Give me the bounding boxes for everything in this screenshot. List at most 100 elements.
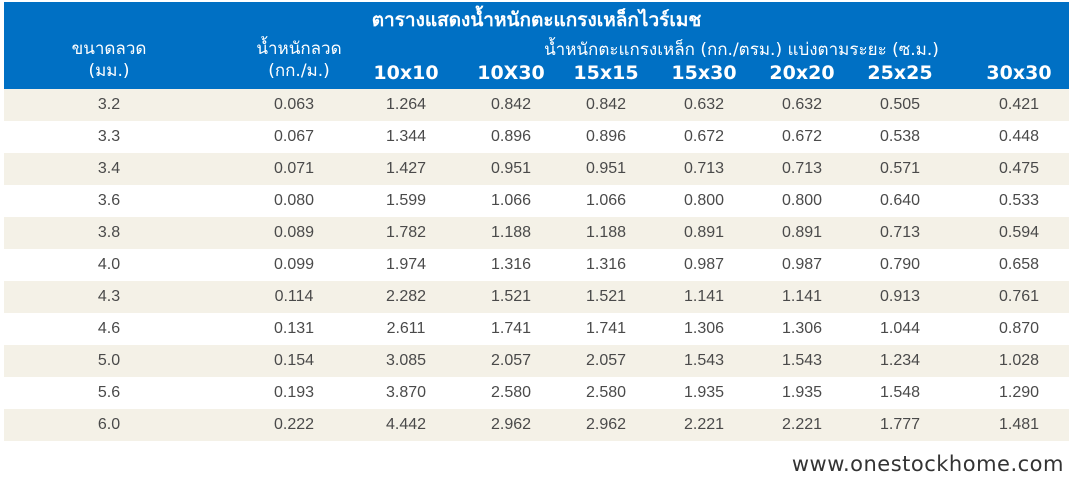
table-row: 4.6 0.131 2.611 1.741 1.741 1.306 1.306 1.044 0.…	[4, 313, 1069, 345]
table-row: 6.0 0.222 4.442 2.962 2.962 2.221 2.221 1.777 1.…	[4, 409, 1069, 441]
cell-mesh-weight: 0.842	[490, 96, 532, 113]
table-row: 3.2 0.063 1.264 0.842 0.842 0.632 0.632 0.505 0.…	[4, 89, 1069, 121]
table-row: 5.0 0.154 3.085 2.057 2.057 1.543 1.543 1.234 1.…	[4, 345, 1069, 377]
table-row: 5.6 0.193 3.870 2.580 2.580 1.935 1.935 1.548 1.…	[4, 377, 1069, 409]
cell-mesh-weight: 1.306	[781, 320, 823, 337]
cell-mesh-weight: 3.085	[385, 352, 427, 369]
cell-wire-weight: 0.114	[274, 288, 314, 305]
cell-mesh-weight: 1.234	[879, 352, 921, 369]
cell-mesh-weight: 0.658	[998, 256, 1040, 273]
cell-mesh-weight: 2.282	[385, 288, 427, 305]
cell-mesh-weight: 1.188	[585, 224, 627, 241]
cell-mesh-weight: 1.344	[385, 128, 427, 145]
table-row: 4.0 0.099 1.974 1.316 1.316 0.987 0.987 0.790 0.…	[4, 249, 1069, 281]
cell-mesh-weight: 1.264	[385, 96, 427, 113]
cell-mesh-weight: 1.028	[998, 352, 1040, 369]
cell-mesh-weight: 0.632	[781, 96, 823, 113]
header-wire-weight: น้ำหนักลวด (กก./ม.)	[219, 38, 379, 82]
cell-wire-size: 5.0	[97, 352, 121, 369]
cell-mesh-weight: 0.913	[879, 288, 921, 305]
cell-mesh-weight: 1.290	[998, 384, 1040, 401]
header-spacing: 15x15	[573, 62, 639, 84]
table-header: ตารางแสดงน้ำหนักตะแกรงเหล็กไวร์เมช ขนาดล…	[4, 2, 1069, 89]
cell-mesh-weight: 2.057	[585, 352, 627, 369]
cell-mesh-weight: 1.066	[585, 192, 627, 209]
cell-mesh-weight: 0.800	[683, 192, 725, 209]
cell-mesh-weight: 1.141	[781, 288, 823, 305]
cell-mesh-weight: 0.951	[585, 160, 627, 177]
header-spacing: 25x25	[867, 62, 933, 84]
cell-mesh-weight: 1.427	[385, 160, 427, 177]
cell-mesh-weight: 1.543	[683, 352, 725, 369]
cell-mesh-weight: 0.672	[683, 128, 725, 145]
cell-mesh-weight: 0.448	[998, 128, 1040, 145]
cell-mesh-weight: 1.741	[585, 320, 627, 337]
table-row: 3.6 0.080 1.599 1.066 1.066 0.800 0.800 0.640 0.…	[4, 185, 1069, 217]
cell-mesh-weight: 1.935	[683, 384, 725, 401]
cell-mesh-weight: 0.761	[998, 288, 1040, 305]
cell-mesh-weight: 0.891	[781, 224, 823, 241]
cell-mesh-weight: 1.306	[683, 320, 725, 337]
cell-mesh-weight: 1.741	[490, 320, 532, 337]
cell-mesh-weight: 0.505	[879, 96, 921, 113]
cell-mesh-weight: 0.842	[585, 96, 627, 113]
header-wire-weight-unit: (กก./ม.)	[268, 61, 330, 81]
table-row: 4.3 0.114 2.282 1.521 1.521 1.141 1.141 0.913 0.…	[4, 281, 1069, 313]
cell-mesh-weight: 1.782	[385, 224, 427, 241]
table-row: 3.3 0.067 1.344 0.896 0.896 0.672 0.672 0.538 0.…	[4, 121, 1069, 153]
cell-mesh-weight: 3.870	[385, 384, 427, 401]
cell-wire-weight: 0.080	[273, 192, 315, 209]
cell-mesh-weight: 0.533	[998, 192, 1040, 209]
cell-mesh-weight: 0.951	[490, 160, 532, 177]
cell-wire-weight: 0.067	[273, 128, 315, 145]
header-wire-size-label: ขนาดลวด	[71, 39, 147, 59]
cell-mesh-weight: 0.632	[683, 96, 725, 113]
cell-wire-size: 3.8	[97, 224, 121, 241]
cell-mesh-weight: 0.891	[683, 224, 725, 241]
cell-mesh-weight: 1.066	[490, 192, 532, 209]
cell-mesh-weight: 2.611	[386, 320, 426, 337]
cell-mesh-weight: 0.571	[879, 160, 921, 177]
header-mesh-weight: น้ำหนักตะแกรงเหล็ก (กก./ตรม.) แบ่งตามระย…	[544, 40, 939, 60]
cell-mesh-weight: 0.800	[781, 192, 823, 209]
header-wire-weight-label: น้ำหนักลวด	[256, 39, 342, 59]
cell-mesh-weight: 0.421	[998, 96, 1040, 113]
cell-mesh-weight: 1.548	[879, 384, 921, 401]
cell-mesh-weight: 2.221	[683, 416, 725, 433]
cell-mesh-weight: 0.713	[683, 160, 725, 177]
cell-mesh-weight: 2.962	[490, 416, 532, 433]
cell-mesh-weight: 1.974	[385, 256, 427, 273]
cell-mesh-weight: 1.543	[781, 352, 823, 369]
cell-mesh-weight: 0.672	[781, 128, 823, 145]
table-row: 3.8 0.089 1.782 1.188 1.188 0.891 0.891 0.713 0.…	[4, 217, 1069, 249]
cell-wire-weight: 0.063	[273, 96, 315, 113]
table-title: ตารางแสดงน้ำหนักตะแกรงเหล็กไวร์เมช	[371, 9, 702, 31]
cell-mesh-weight: 0.594	[998, 224, 1040, 241]
cell-mesh-weight: 2.962	[585, 416, 627, 433]
cell-mesh-weight: 2.057	[490, 352, 532, 369]
cell-wire-weight: 0.193	[273, 384, 315, 401]
cell-mesh-weight: 1.777	[879, 416, 921, 433]
cell-wire-weight: 0.154	[273, 352, 315, 369]
cell-mesh-weight: 0.987	[683, 256, 725, 273]
header-spacing: 15x30	[671, 62, 737, 84]
cell-mesh-weight: 2.221	[781, 416, 823, 433]
cell-mesh-weight: 1.599	[385, 192, 427, 209]
cell-wire-size: 4.6	[97, 320, 121, 337]
table-row: 3.4 0.071 1.427 0.951 0.951 0.713 0.713 0.571 0.…	[4, 153, 1069, 185]
cell-mesh-weight: 2.580	[585, 384, 627, 401]
cell-mesh-weight: 0.475	[998, 160, 1040, 177]
cell-wire-weight: 0.222	[273, 416, 315, 433]
cell-mesh-weight: 1.141	[683, 288, 725, 305]
cell-mesh-weight: 1.935	[781, 384, 823, 401]
cell-mesh-weight: 1.521	[585, 288, 627, 305]
cell-wire-size: 3.4	[97, 160, 121, 177]
cell-mesh-weight: 0.538	[879, 128, 921, 145]
cell-wire-size: 3.3	[97, 128, 121, 145]
website-url: www.onestockhome.com	[791, 452, 1064, 476]
cell-mesh-weight: 2.580	[490, 384, 532, 401]
cell-wire-weight: 0.099	[273, 256, 315, 273]
cell-mesh-weight: 1.521	[490, 288, 532, 305]
cell-mesh-weight: 1.188	[490, 224, 532, 241]
cell-mesh-weight: 1.316	[490, 256, 532, 273]
